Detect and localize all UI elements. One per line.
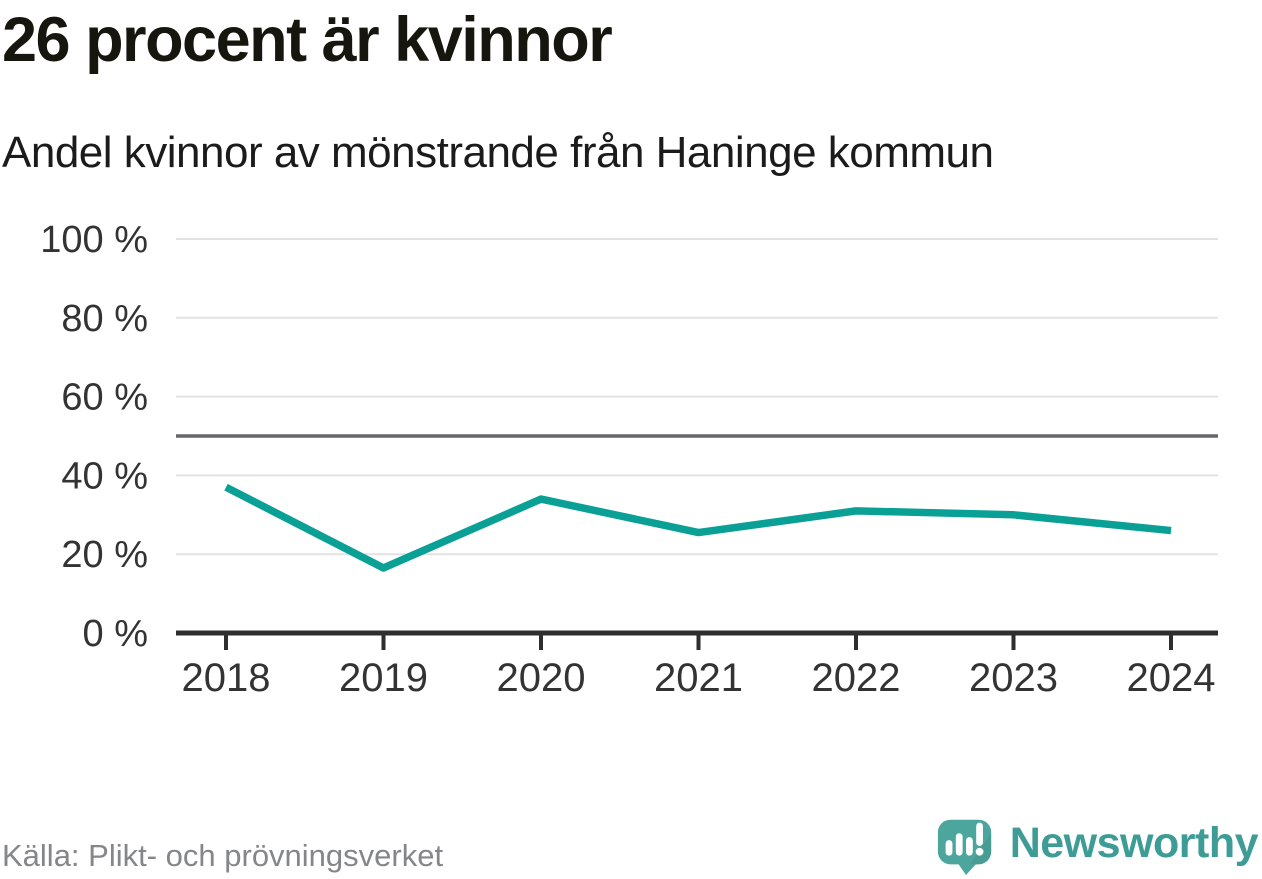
- x-tick-label: 2023: [969, 656, 1058, 700]
- data-line-andel-kvinnor: [224, 483, 1172, 572]
- newsworthy-wordmark: Newsworthy: [1009, 818, 1259, 867]
- y-tick-label: 20 %: [61, 534, 148, 576]
- x-tick-label: 2018: [182, 656, 271, 700]
- y-tick-label: 0 %: [83, 613, 148, 655]
- x-tick-label: 2024: [1127, 656, 1216, 700]
- newsworthy-logo: Newsworthy: [934, 809, 1259, 877]
- x-tick-label: 2022: [812, 656, 901, 700]
- y-tick-label: 80 %: [61, 298, 148, 340]
- x-tick-label: 2020: [497, 656, 586, 700]
- y-tick-label: 60 %: [61, 377, 148, 419]
- y-tick-label: 100 %: [40, 219, 148, 261]
- chart-title: 26 procent är kvinnor: [2, 5, 613, 75]
- newsworthy-logo-icon: [937, 819, 991, 875]
- x-tick-label: 2021: [654, 656, 743, 700]
- x-tick-label: 2019: [339, 656, 428, 700]
- source-note: Källa: Plikt- och prövningsverket: [2, 838, 444, 873]
- chart-subtitle: Andel kvinnor av mönstrande från Haninge…: [2, 128, 994, 177]
- y-tick-label: 40 %: [61, 455, 148, 497]
